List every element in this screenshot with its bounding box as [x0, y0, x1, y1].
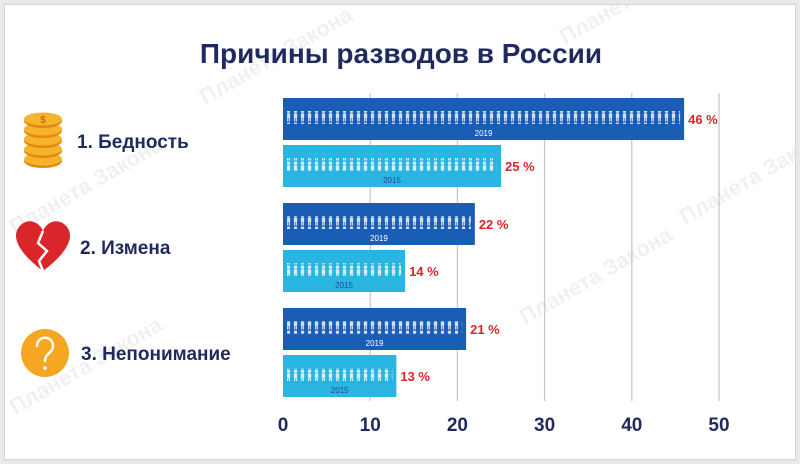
people-pattern [287, 216, 471, 229]
bar-value-label: 25 % [505, 159, 535, 174]
bar-value-label: 46 % [688, 112, 718, 127]
x-tick-label: 10 [360, 415, 381, 436]
x-tick-label: 0 [278, 415, 289, 436]
category-icons: $ [16, 112, 70, 377]
infographic-frame: Планета Закона Планета Закона Планета Зако… [4, 4, 796, 460]
category-label: 1. Бедность [77, 132, 189, 153]
watermark-text: Планета Закона [675, 121, 796, 229]
bars: 2019 46 % 2015 25 % 2019 22 % 2015 14 % 2019 21 %… [283, 98, 718, 397]
bar-value-label: 22 % [479, 217, 509, 232]
x-tick-label: 40 [621, 415, 642, 436]
question-icon [21, 329, 69, 377]
bar-series-label: 2019 [370, 234, 388, 243]
people-pattern [287, 321, 463, 334]
watermark-text: Планета Закона [515, 221, 677, 329]
category-label: 3. Непонимание [81, 344, 231, 365]
bar-value-label: 13 % [400, 369, 430, 384]
coins-icon: $ [24, 112, 62, 168]
bar-series-label: 2015 [331, 386, 349, 395]
people-pattern [287, 158, 497, 171]
people-pattern [287, 368, 393, 381]
svg-text:$: $ [40, 115, 46, 126]
bar-series-label: 2015 [335, 281, 353, 290]
people-pattern [287, 263, 402, 276]
category-label: 2. Измена [80, 238, 171, 259]
x-tick-label: 30 [534, 415, 555, 436]
x-axis-ticks: 0 10 20 30 40 50 [278, 415, 730, 436]
bar-value-label: 14 % [409, 264, 439, 279]
bar-series-label: 2019 [475, 129, 493, 138]
bar-series-label: 2019 [366, 339, 384, 348]
broken-heart-icon [16, 221, 70, 272]
x-tick-label: 20 [447, 415, 468, 436]
chart-title: Причины разводов в России [200, 38, 602, 69]
bar-value-label: 21 % [470, 322, 500, 337]
people-pattern [287, 111, 681, 124]
bar-series-label: 2015 [383, 176, 401, 185]
category-labels: 1. Бедность 2. Измена 3. Непонимание [77, 132, 231, 365]
x-tick-label: 50 [708, 415, 729, 436]
